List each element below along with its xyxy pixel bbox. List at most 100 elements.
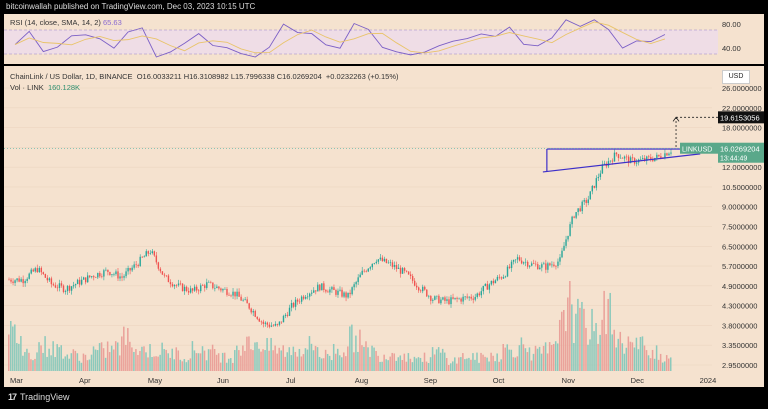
volume-bar [312, 350, 315, 371]
candle-body [666, 153, 668, 156]
candle-body [349, 292, 351, 295]
candle-body [149, 253, 151, 254]
candle-body [155, 255, 158, 263]
candle-body [623, 156, 626, 159]
volume-bar [500, 359, 502, 371]
volume-bar [209, 349, 212, 371]
candle-body [391, 262, 394, 267]
candle-body [323, 283, 325, 291]
candle-body [559, 257, 561, 262]
candle-body [415, 285, 418, 288]
price-tick-label: 12.0000000 [722, 163, 762, 172]
candle-body [121, 276, 123, 278]
volume-bar [328, 355, 331, 371]
volume-bar [427, 362, 430, 371]
volume-bar [316, 347, 319, 371]
volume-bar [341, 357, 343, 371]
volume-bar [359, 329, 361, 371]
volume-bar [665, 355, 668, 371]
volume-bar [651, 349, 654, 371]
volume-bar [30, 359, 32, 371]
candle-body [97, 272, 99, 278]
candle-body [593, 185, 596, 188]
candle-body [424, 286, 426, 290]
candle-body [518, 257, 521, 261]
volume-bar [326, 353, 329, 371]
candle-body [125, 271, 127, 277]
volume-bar [322, 358, 325, 371]
candle-body [601, 164, 604, 174]
volume-bar [441, 348, 444, 371]
volume-bar [88, 359, 91, 371]
volume-bar [306, 349, 309, 371]
candle-body [282, 315, 285, 323]
volume-bar [46, 356, 48, 371]
candle-body [64, 291, 67, 292]
candle-body [428, 295, 430, 297]
candle-body [68, 286, 71, 291]
candle-body [30, 269, 32, 274]
volume-bar [298, 348, 301, 371]
volume-bar [114, 341, 117, 371]
candle-body [183, 286, 186, 292]
volume-bar [318, 356, 321, 371]
volume-bar [569, 281, 571, 371]
time-tick-label: Jun [217, 376, 229, 385]
candle-body [589, 191, 591, 200]
price-panel[interactable]: 26.000000022.000000018.000000014.0000000… [4, 66, 764, 373]
candle-body [549, 263, 551, 266]
volume-bar [286, 352, 289, 371]
volume-bar [56, 344, 58, 371]
volume-bar [68, 358, 71, 371]
candle-body [482, 285, 485, 292]
volume-bar [383, 354, 385, 371]
candle-body [619, 157, 622, 159]
volume-bar [349, 326, 351, 371]
volume-bar [613, 329, 615, 371]
candle-body [583, 200, 585, 202]
volume-bar [544, 342, 547, 371]
candle-body [369, 267, 371, 269]
volume-bar [591, 308, 593, 371]
volume-bar [379, 361, 381, 371]
volume-bar [413, 356, 416, 371]
volume-bar [143, 346, 145, 371]
candle-body [355, 282, 357, 285]
candle-body [153, 251, 156, 256]
volume-bar [234, 350, 236, 371]
candle-body [385, 258, 388, 263]
price-chart: 26.000000022.000000018.000000014.0000000… [4, 84, 764, 371]
volume-bar [133, 351, 135, 371]
volume-bar [294, 351, 297, 371]
candle-body [343, 292, 345, 297]
candle-body [581, 201, 583, 212]
candle-body [365, 271, 367, 272]
candle-body [381, 257, 384, 262]
candle-body [409, 274, 412, 276]
price-tick-label: 5.7000000 [722, 262, 757, 271]
volume-bar [661, 362, 664, 371]
candle-body [119, 276, 121, 279]
volume-bar [60, 345, 62, 371]
volume-bar [605, 334, 607, 371]
candle-body [224, 289, 226, 290]
volume-bar [407, 353, 410, 371]
candle-body [210, 282, 212, 283]
volume-bar [310, 343, 313, 371]
currency-button[interactable]: USD [722, 70, 750, 84]
volume-bar [435, 349, 438, 371]
candle-body [603, 163, 606, 165]
volume-bar [530, 360, 533, 371]
volume-bar [102, 348, 105, 371]
candle-body [240, 296, 242, 301]
candle-body [529, 265, 531, 267]
candle-body [185, 286, 188, 291]
candle-body [432, 299, 434, 301]
candle-body [573, 216, 575, 218]
rsi-panel[interactable]: RSI (14, close, SMA, 14, 2) 65.63 80.00 4… [4, 14, 764, 64]
candle-body [101, 276, 103, 277]
candle-body [99, 272, 101, 277]
volume-bar [248, 336, 250, 371]
candle-body [522, 262, 525, 264]
candle-body [341, 289, 343, 297]
